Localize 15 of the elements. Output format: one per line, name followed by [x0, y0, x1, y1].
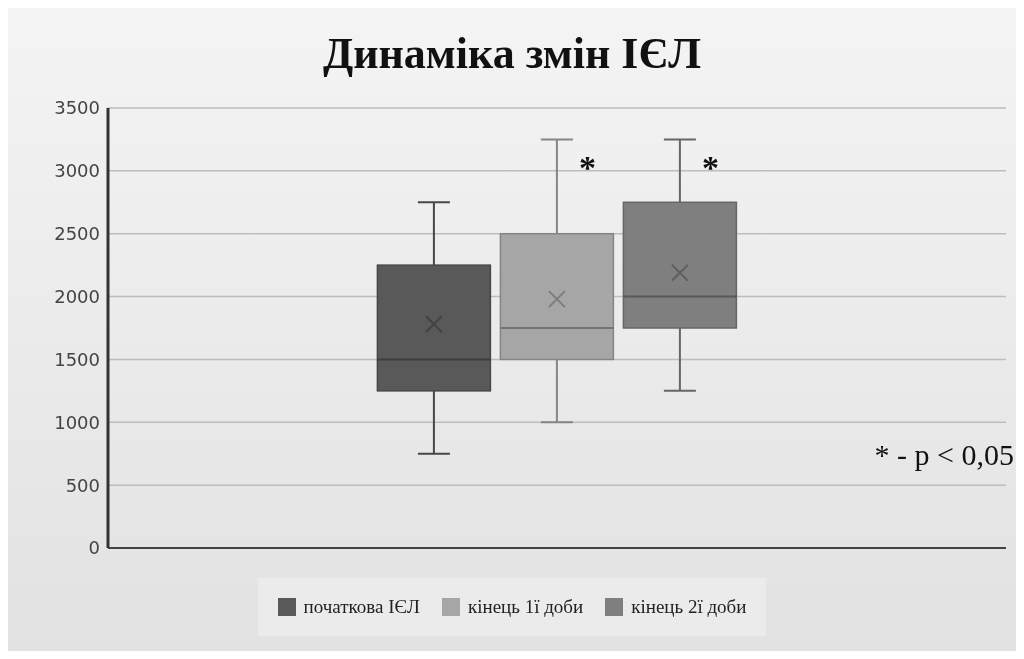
- legend-label: кінець 1ї доби: [466, 596, 584, 618]
- y-tick-label: 2500: [54, 223, 100, 245]
- chart-title: Динаміка змін ІЄЛ: [321, 28, 703, 80]
- annotation: *: [578, 149, 596, 187]
- y-tick-label: 3500: [54, 97, 100, 119]
- y-tick-label: 0: [88, 537, 100, 559]
- y-tick-label: 2000: [54, 285, 100, 307]
- legend-label: початкова ІЄЛ: [302, 596, 420, 618]
- y-tick-label: 3000: [54, 160, 100, 182]
- y-tick-label: 1000: [54, 411, 100, 433]
- annotation: * - p < 0,05: [874, 438, 1014, 472]
- annotation: *: [701, 149, 719, 187]
- y-tick-label: 500: [65, 474, 100, 496]
- y-tick-label: 1500: [54, 348, 100, 370]
- legend-label: кінець 2ї доби: [630, 596, 747, 618]
